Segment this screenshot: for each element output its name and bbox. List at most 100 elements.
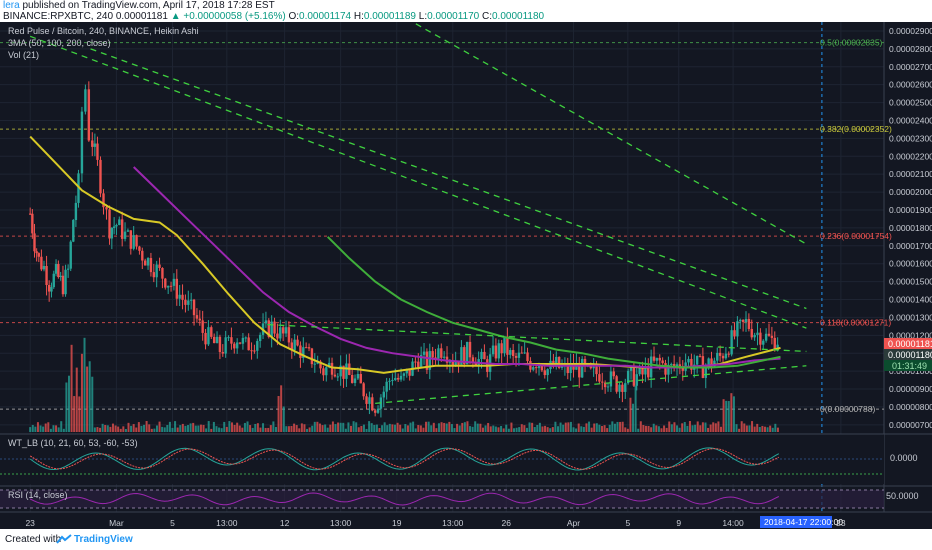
tradingview-logo-icon [56,534,72,544]
price-axis[interactable]: 0.00002900 0.00002800 0.00002700 0.00002600… [889,26,932,430]
candle-body [468,341,472,358]
candle-body [368,397,371,404]
volume-bar [502,428,505,432]
candle-body [402,373,406,376]
volume-bar [91,376,94,432]
volume-bar [606,428,609,432]
candle-body [405,369,408,374]
candle-body [632,367,636,386]
candle-body [325,367,328,376]
price-tick-label: 0.00002300 [889,133,932,143]
volume-bar [611,421,614,432]
volume-bar [145,421,148,432]
candle-body [626,370,630,384]
candle-body [224,337,227,354]
candle-body [350,374,354,383]
candle-body [546,369,549,376]
volume-bar [430,425,433,432]
volume-bar [106,425,109,432]
volume-bar [233,424,236,432]
candle-body [523,352,526,354]
candle-body [595,366,598,375]
volume-bar [536,425,539,432]
candle-body [66,268,70,270]
candle-body [310,348,314,365]
candle-body [451,361,454,366]
candle-body [64,269,67,295]
volume-bar [538,422,541,432]
volume-bar [249,425,252,432]
volume-bar [629,397,632,432]
volume-bar [515,427,518,432]
volume-bar [256,423,259,432]
candle-body [184,299,187,305]
volume-bar [60,421,63,432]
volume-bar [704,422,707,432]
candle-body [212,336,216,344]
candle-body [356,374,360,379]
volume-bar [47,422,50,432]
candle-body [690,358,693,370]
candle-body [733,330,736,337]
volume-bar [489,426,492,432]
author-link[interactable]: lera [3,0,20,11]
volume-bar [634,385,637,432]
candle-body [304,347,308,349]
time-tick-label: 13:00 [442,518,464,528]
candle-body [394,377,397,380]
created-with-text: Created with [5,534,62,545]
price-tick-label: 0.00002000 [889,187,932,197]
candle-body [210,327,213,337]
volume-bar [474,421,477,432]
candle-body [698,355,702,357]
volume-bar [119,428,122,432]
candle-body [52,273,55,288]
time-tick-label: 19 [392,518,402,528]
candle-body [270,321,273,338]
candle-body [175,278,178,299]
volume-bar [262,423,265,432]
candle-body [110,227,114,239]
volume-bar [461,422,464,432]
volume-bar [324,424,327,432]
volume-bar [481,427,484,432]
candle-body [362,383,365,397]
volume-bar [588,421,591,432]
chart-header: lera published on TradingView.com, April… [0,0,932,22]
candle-body [494,345,498,359]
volume-bar [652,423,655,432]
candle-body [764,333,768,341]
indicator-panes [0,433,932,509]
price-tick-label: 0.00001900 [889,205,932,215]
trend-lines[interactable] [29,12,807,405]
chart-canvas[interactable]: 0.5(0.00002835) 0.382(0.00002352) 0.236(0.… [0,12,932,529]
volume-bar [135,427,138,432]
candle-body [40,256,43,270]
volume-bar [161,426,164,432]
volume-bar [378,427,381,432]
volume-bar [238,425,241,432]
candle-body [442,356,446,358]
volume-bar [267,427,270,432]
tradingview-brand[interactable]: TradingView [74,534,133,545]
fib-retracement[interactable]: 0.5(0.00002835) 0.382(0.00002352) 0.236(0.… [0,22,892,512]
candle-body [638,366,641,375]
trend-line [396,12,807,245]
candle-body [681,368,684,371]
volume-bar [632,403,635,432]
candle-body [555,356,558,367]
candle-body [592,366,595,369]
volume-bar [111,423,114,432]
candle-body [353,378,357,383]
close-price-badge-text: 0.00001180 [888,350,932,360]
candle-body [532,367,535,370]
chart-area[interactable]: 0.5(0.00002835) 0.382(0.00002352) 0.236(0.… [0,12,932,529]
time-axis[interactable]: 23 Mar 5 13:00 12 13:00 19 13:00 26 Apr 5 9 14:00 23 [25,518,845,528]
volume-bar [756,423,759,432]
candle-body [448,361,452,363]
volume-bar [435,428,438,432]
candle-body [108,209,111,239]
volume-bar [303,424,306,432]
volume-bar [339,422,342,432]
price-tick-label: 0.00001300 [889,312,932,322]
